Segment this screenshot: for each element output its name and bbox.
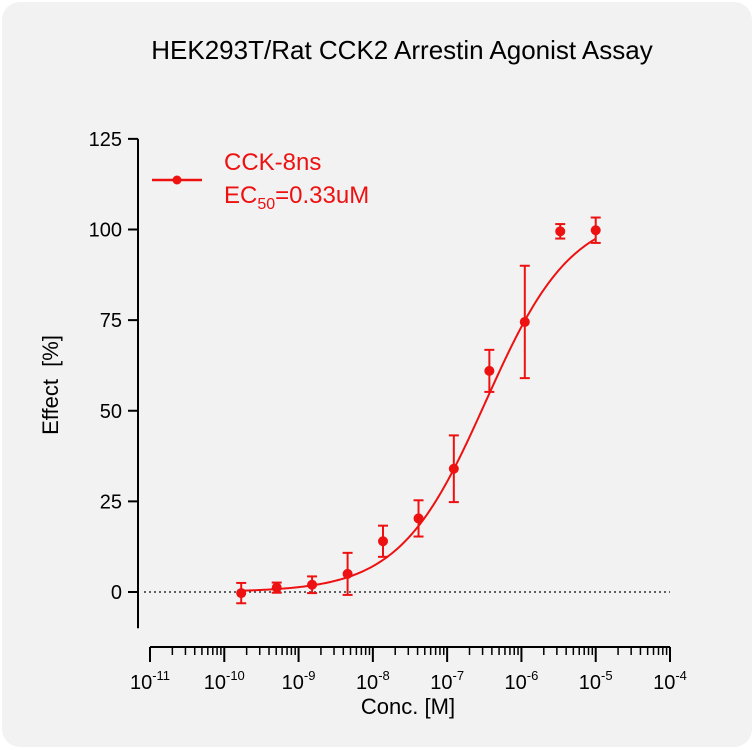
fit-curve: [241, 237, 597, 592]
data-point-group: [555, 223, 566, 240]
x-tick-base: 10: [505, 672, 527, 694]
x-tick-label: 10-8: [356, 668, 390, 694]
data-point: [555, 226, 566, 237]
data-point-group: [378, 524, 389, 558]
x-tick-exponent: -4: [675, 668, 687, 683]
x-tick-base: 10: [282, 672, 304, 694]
y-tick-label: 0: [111, 582, 122, 604]
x-tick-exponent: -11: [152, 668, 170, 683]
data-point-group: [413, 499, 424, 538]
x-tick-exponent: -5: [601, 668, 613, 683]
x-tick-exponent: -6: [527, 668, 539, 683]
data-point-group: [307, 575, 318, 595]
x-tick-label: 10-10: [204, 668, 245, 694]
legend-series-name: CCK-8ns: [224, 149, 321, 176]
x-tick-base: 10: [653, 672, 675, 694]
data-point: [307, 579, 318, 590]
chart-title: HEK293T/Rat CCK2 Arrestin Agonist Assay: [151, 35, 652, 65]
data-point-group: [590, 216, 601, 244]
x-tick-base: 10: [356, 672, 378, 694]
y-tick-label: 75: [100, 310, 122, 332]
x-tick-label: 10-5: [579, 668, 613, 694]
legend-ec50-label: EC: [224, 182, 257, 209]
data-point: [342, 568, 353, 579]
data-point: [448, 463, 459, 474]
legend-marker: [172, 175, 182, 185]
x-tick-label: 10-9: [282, 668, 316, 694]
legend-ec50: EC50=0.33uM: [224, 182, 369, 213]
legend-ec50-subscript: 50: [257, 196, 275, 213]
y-tick-label: 125: [89, 129, 122, 151]
x-tick-label: 10-6: [505, 668, 539, 694]
data-point-group: [448, 434, 459, 504]
x-tick-base: 10: [430, 672, 452, 694]
data-point: [590, 225, 601, 236]
data-point: [484, 365, 495, 376]
x-axis: 10-11 10-10 10-9 10-8 10-7 10-6 10-5 10-4: [130, 646, 687, 694]
legend: CCK-8ns EC50=0.33uM: [152, 149, 369, 213]
x-tick-label: 10-7: [430, 668, 464, 694]
x-tick-base: 10: [579, 672, 601, 694]
x-axis-label: Conc. [M]: [361, 694, 455, 719]
x-tick-exponent: -10: [226, 668, 245, 683]
x-tick-exponent: -8: [378, 668, 390, 683]
y-axis: 0 25 50 75 100 125: [89, 129, 139, 629]
data-point: [271, 582, 282, 593]
data-point: [413, 513, 424, 524]
data-point-group: [484, 348, 495, 393]
x-tick-exponent: -9: [304, 668, 316, 683]
data-point: [236, 588, 247, 599]
x-tick-label: 10-4: [653, 668, 687, 694]
y-tick-label: 50: [100, 401, 122, 423]
data-point-group: [342, 551, 353, 596]
y-axis-label: Effect [%]: [38, 335, 63, 435]
data-point-group: [519, 264, 530, 380]
data-point-group: [271, 581, 282, 594]
data-point: [519, 316, 530, 327]
y-tick-label: 100: [89, 220, 122, 242]
x-tick-label: 10-11: [130, 668, 170, 694]
data-point: [378, 536, 389, 547]
x-tick-base: 10: [130, 672, 152, 694]
legend-ec50-value: =0.33uM: [275, 182, 369, 209]
y-tick-label: 25: [100, 491, 122, 513]
x-tick-exponent: -7: [452, 668, 464, 683]
series-cck-8ns: [236, 216, 601, 605]
x-tick-base: 10: [204, 672, 226, 694]
data-point-group: [236, 581, 247, 605]
